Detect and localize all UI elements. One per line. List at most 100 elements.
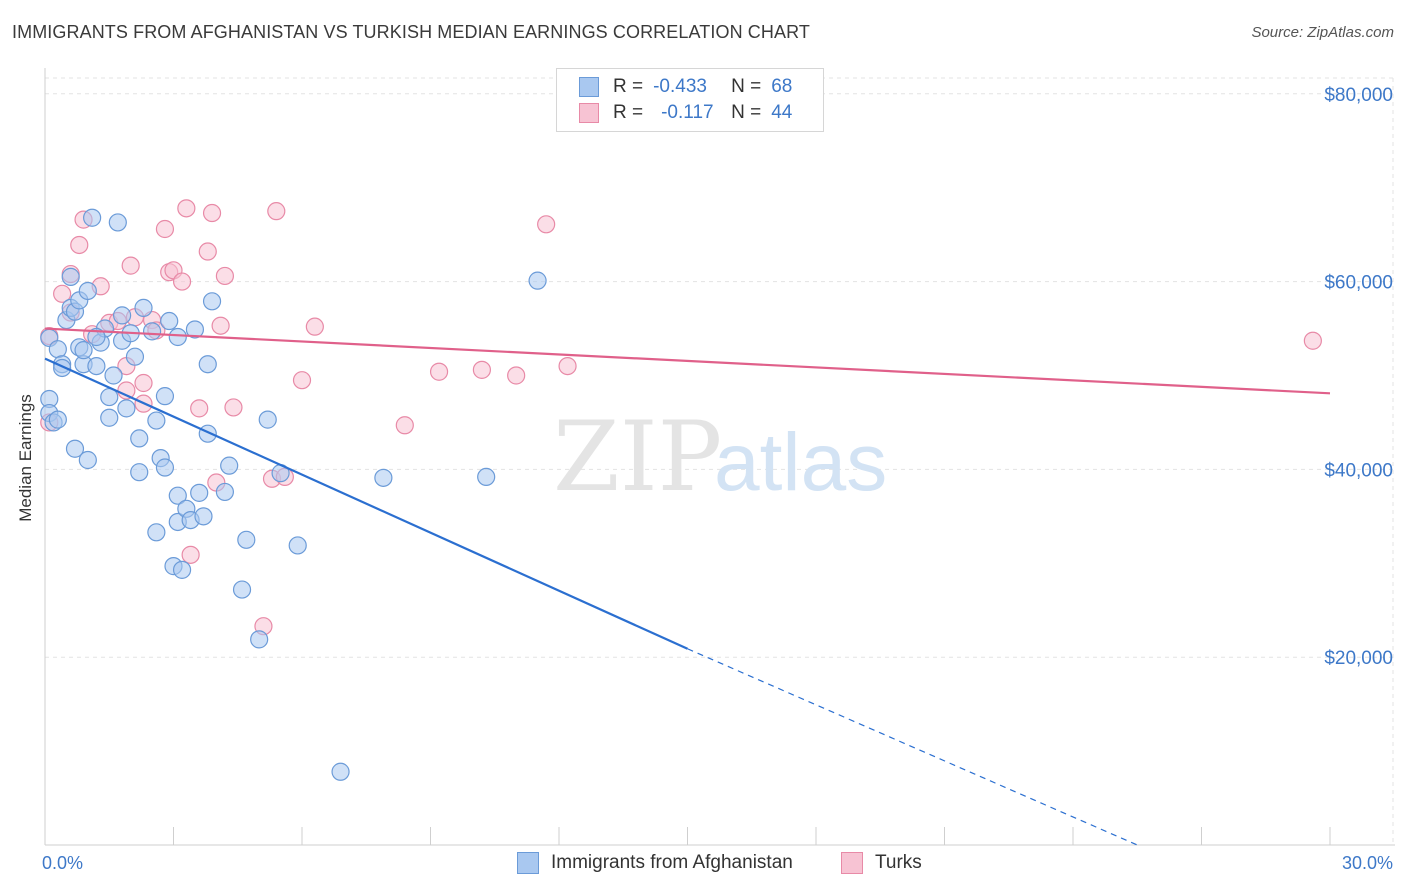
afghanistan-point — [48, 340, 67, 359]
bottom-legend-swatch-pink — [841, 852, 863, 874]
afghanistan-point — [125, 347, 145, 366]
afghanistan-point — [185, 320, 205, 339]
stats-legend: R = -0.433 N = 68 R = -0.117 N = 44 — [556, 68, 824, 132]
legend-n-value: 68 — [771, 76, 793, 97]
afghanistan-point — [190, 483, 209, 502]
turks-point — [172, 272, 192, 291]
turks-point — [558, 356, 577, 376]
afghanistan-point — [87, 356, 106, 376]
turks-point — [429, 362, 449, 381]
turks-point — [211, 316, 230, 335]
turks-point — [70, 235, 89, 255]
turks-point — [53, 284, 72, 303]
afghanistan-point — [61, 267, 80, 286]
x-tick-label: 30.0% — [1342, 853, 1393, 873]
afghanistan-point — [374, 468, 393, 487]
afghanistan-point — [83, 208, 102, 227]
watermark: ZIP atlas — [553, 401, 887, 513]
watermark-atlas: atlas — [714, 417, 887, 508]
afghanistan-point — [130, 463, 149, 482]
legend-row-turks: R = -0.117 N = 44 — [579, 100, 792, 126]
tick-labels: $20,000 $40,000 $60,000 $80,000 0.0% 30.0% — [42, 85, 1393, 873]
legend-n-label: N = — [731, 102, 762, 123]
legend-r-value: -0.433 — [653, 76, 707, 97]
afghanistan-trend-line — [44, 357, 688, 650]
afghanistan-point — [100, 408, 119, 427]
turks-point — [395, 416, 414, 435]
afghanistan-point — [220, 456, 239, 475]
afghanistan-point — [147, 523, 166, 542]
turks-point — [305, 317, 324, 336]
afghanistan-point — [87, 327, 106, 347]
afghanistan-point — [155, 387, 175, 406]
bottom-legend-turks: Turks — [841, 852, 922, 874]
source-label: Source: ZipAtlas.com — [1251, 24, 1394, 41]
afghanistan-point — [528, 271, 547, 290]
bottom-legend-afghanistan: Immigrants from Afghanistan — [517, 852, 793, 874]
axes — [44, 68, 1395, 846]
turks-point — [267, 202, 286, 221]
turks-point — [177, 199, 196, 218]
afghanistan-point — [160, 311, 179, 331]
turks-point — [181, 545, 200, 564]
y-axis-label: Median Earnings — [16, 394, 35, 522]
legend-n-value: 44 — [771, 102, 793, 123]
afghanistan-point — [78, 450, 97, 470]
afghanistan-point — [250, 630, 269, 649]
afghanistan-point — [78, 281, 97, 301]
afghanistan-point — [258, 410, 277, 429]
turks-point — [134, 373, 153, 393]
series-name-afghanistan: Immigrants from Afghanistan — [551, 852, 793, 873]
afghanistan-point — [147, 411, 166, 430]
afghanistan-point — [65, 439, 85, 458]
afghanistan-point — [172, 560, 192, 579]
afghanistan-point — [168, 486, 187, 505]
afghanistan-point — [117, 399, 136, 418]
legend-swatch-pink — [579, 103, 599, 123]
afghanistan-point — [477, 467, 496, 487]
turks-point — [198, 242, 217, 261]
afghanistan-point — [104, 366, 123, 385]
legend-swatch-blue — [579, 77, 599, 97]
legend-n-label: N = — [731, 76, 762, 97]
series-name-turks: Turks — [875, 852, 922, 873]
afghanistan-point — [198, 355, 217, 374]
afghanistan-point — [142, 322, 162, 341]
turks-point — [507, 366, 526, 385]
afghanistan-point — [130, 429, 149, 448]
turks-point — [472, 360, 491, 379]
afghanistan-point — [331, 762, 350, 781]
afghanistan-point — [112, 306, 132, 325]
turks-point — [121, 256, 140, 275]
afghanistan-point — [232, 580, 252, 599]
y-tick-label: $80,000 — [1324, 85, 1393, 106]
y-tick-label: $60,000 — [1324, 273, 1393, 294]
afghanistan-point — [237, 530, 256, 549]
afghanistan-point — [108, 213, 127, 232]
afghanistan-points — [40, 208, 547, 781]
turks-point — [202, 203, 222, 223]
afghanistan-point — [48, 410, 67, 429]
afghanistan-point — [215, 482, 234, 502]
x-tick-label: 0.0% — [42, 853, 83, 873]
afghanistan-point — [155, 458, 175, 477]
legend-row-afghanistan: R = -0.433 N = 68 — [579, 74, 792, 100]
turks-point — [292, 371, 312, 390]
afghanistan-trend-extension — [687, 648, 1138, 846]
legend-r-label: R = — [613, 76, 644, 97]
turks-trend-line — [44, 327, 1331, 395]
y-tick-label: $40,000 — [1324, 460, 1393, 481]
turks-point — [215, 266, 234, 286]
legend-r-value: -0.117 — [661, 102, 714, 123]
turks-point — [224, 398, 243, 417]
trend-lines — [44, 327, 1331, 846]
afghanistan-point — [194, 507, 213, 526]
legend-r-label: R = — [613, 102, 644, 123]
turks-point — [190, 399, 209, 418]
watermark-zip: ZIP — [553, 401, 722, 513]
afghanistan-point — [74, 341, 93, 360]
y-tick-label: $20,000 — [1324, 648, 1393, 669]
turks-point — [1303, 331, 1322, 350]
turks-point — [537, 215, 556, 234]
